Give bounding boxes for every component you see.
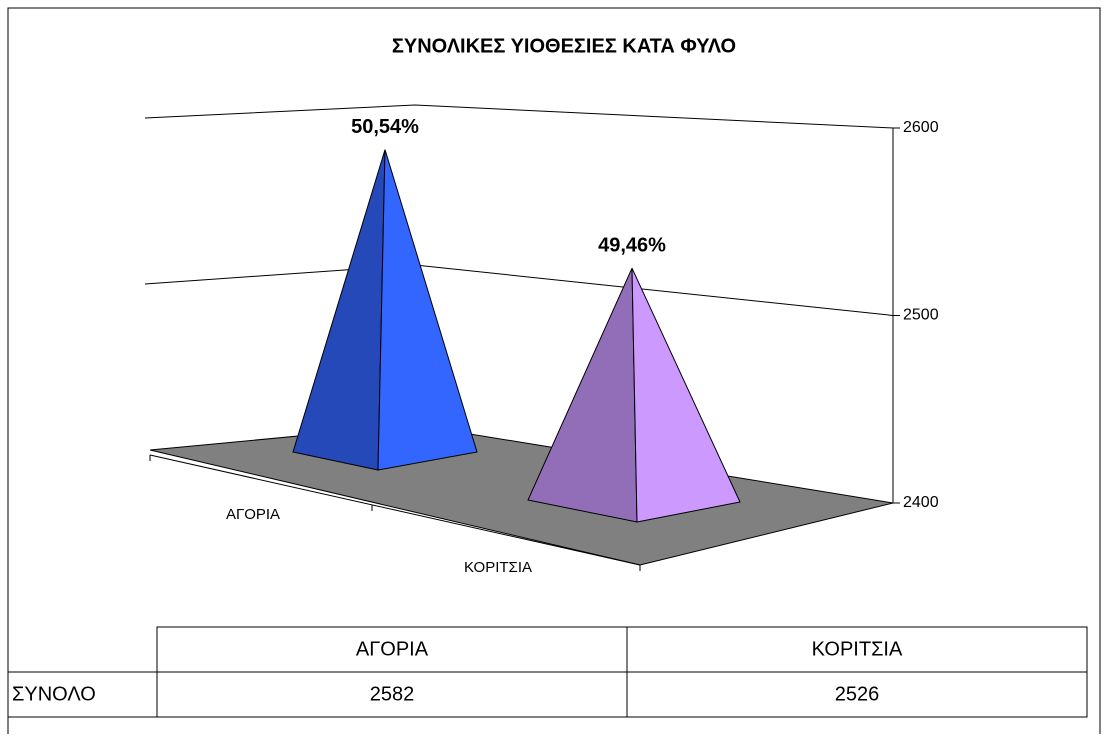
table-cell: 2526: [835, 683, 880, 705]
data-label: 50,54%: [351, 116, 419, 138]
x-tick-label: ΚΟΡΙΤΣΙΑ: [464, 559, 532, 576]
y-tick-label: 2500: [903, 307, 939, 324]
x-tick-label: ΑΓΟΡΙΑ: [226, 506, 280, 523]
y-tick-label: 2600: [903, 119, 939, 136]
grid-line: [144, 104, 894, 129]
chart-frame: [7, 7, 1101, 739]
table-column-header: ΑΓΟΡΙΑ: [356, 638, 429, 660]
x-axis: [149, 454, 641, 566]
pyramid-right-face: [631, 267, 741, 523]
table-column-header: ΚΟΡΙΤΣΙΑ: [812, 638, 903, 660]
table-row-header: ΣΥΝΟΛΟ: [12, 683, 96, 705]
data-table: ΣΥΝΟΛΟ ΑΓΟΡΙΑ 2582 ΚΟΡΙΤΣΙΑ 2526: [7, 626, 1088, 718]
y-tick-label: 2400: [903, 494, 939, 511]
pyramid-right-face: [377, 149, 478, 471]
chart-title: ΣΥΝΟΛΙΚΕΣ ΥΙΟΘΕΣΙΕΣ ΚΑΤΑ ΦΥΛΟ: [392, 35, 736, 57]
data-label: 49,46%: [598, 234, 666, 256]
table-border: [7, 671, 158, 718]
table-cell: 2582: [370, 683, 415, 705]
